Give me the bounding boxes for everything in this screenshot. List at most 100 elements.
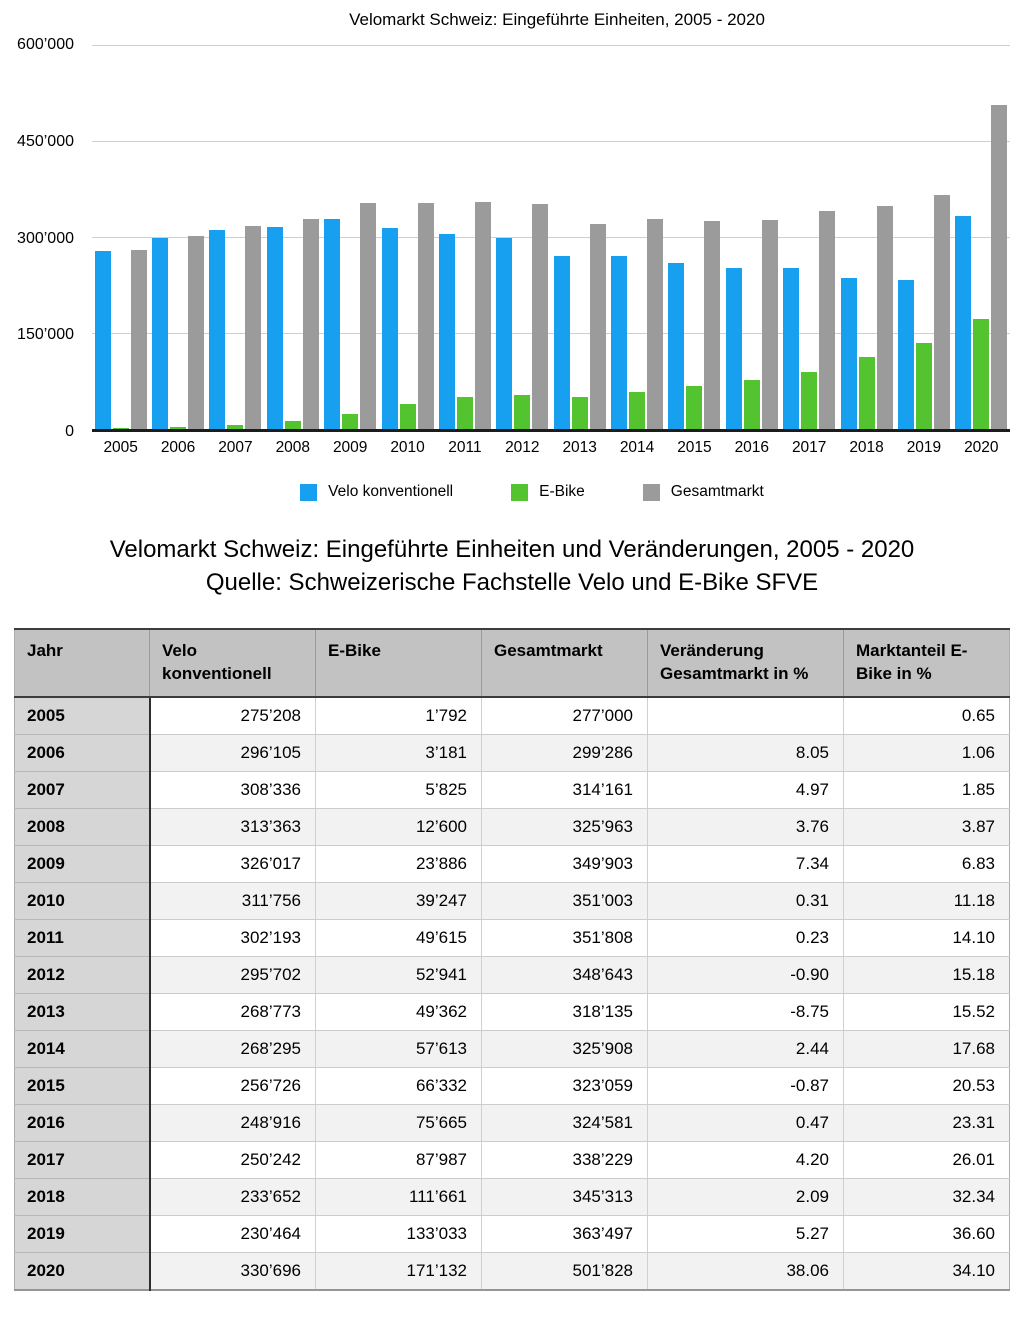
- value-cell: 57’613: [315, 1030, 482, 1068]
- value-cell: 1’792: [315, 696, 482, 735]
- bar-velo-konventionell-2008: [266, 227, 283, 429]
- table-row-2011: 2011 302’193 49’615 351’808 0.23 14.10: [14, 919, 1010, 957]
- value-cell: 4.20: [647, 1141, 844, 1179]
- x-axis-label-2018: 2018: [849, 439, 884, 456]
- value-cell: 2.44: [647, 1030, 844, 1068]
- x-axis-label-2016: 2016: [734, 439, 770, 456]
- bar-velo-konventionell-2016: [725, 268, 742, 429]
- bar-group-2019: [895, 45, 952, 429]
- bar-e-bike-2019: [915, 343, 932, 429]
- value-cell: 23’886: [315, 845, 482, 883]
- bar-chart: 0 150’000 300’000 450’000 600’000 2005 2006 20…: [0, 36, 1024, 457]
- legend-label-velo-konventionell: Velo konventionell: [328, 483, 454, 500]
- bar-e-bike-2009: [342, 414, 359, 429]
- value-cell: [647, 696, 844, 735]
- y-axis-tick: 150’000: [17, 326, 74, 344]
- value-cell: 5.27: [647, 1215, 844, 1253]
- year-cell-2020: 2020: [14, 1252, 151, 1291]
- value-cell: 248’916: [149, 1104, 316, 1142]
- value-cell: 338’229: [481, 1141, 648, 1179]
- value-cell: 318’135: [481, 993, 648, 1031]
- value-cell: 313’363: [149, 808, 316, 846]
- plot-column: 2005 2006 2007 2008 2009 2010 2011 2012 2013 2014…: [92, 45, 1010, 457]
- bar-group-2013: [551, 45, 608, 429]
- bar-velo-konventionell-2006: [152, 238, 169, 429]
- header-cell-marktanteil-e-bike-in-: Marktanteil E-Bike in %: [843, 629, 1010, 698]
- value-cell: 14.10: [843, 919, 1010, 957]
- value-cell: 311’756: [149, 882, 316, 920]
- value-cell: 75’665: [315, 1104, 482, 1142]
- value-cell: 351’808: [481, 919, 648, 957]
- bar-group-2006: [149, 45, 206, 429]
- bar-group-2015: [666, 45, 723, 429]
- value-cell: 12’600: [315, 808, 482, 846]
- year-cell-2007: 2007: [14, 771, 151, 809]
- value-cell: 351’003: [481, 882, 648, 920]
- table-section-title-line1: Velomarkt Schweiz: Eingeführte Einheiten…: [109, 536, 915, 563]
- value-cell: 308’336: [149, 771, 316, 809]
- table-row-2006: 2006 296’105 3’181 299’286 8.05 1.06: [14, 734, 1010, 772]
- table-row-2009: 2009 326’017 23’886 349’903 7.34 6.83: [14, 845, 1010, 883]
- value-cell: 349’903: [481, 845, 648, 883]
- value-cell: 325’963: [481, 808, 648, 846]
- x-axis-label-2014: 2014: [619, 439, 655, 456]
- bar-velo-konventionell-2018: [840, 278, 857, 429]
- value-cell: 0.31: [647, 882, 844, 920]
- plot-area: [92, 45, 1010, 432]
- legend-item-velo-konventionell: Velo konventionell: [300, 483, 453, 501]
- year-cell-2018: 2018: [14, 1178, 151, 1216]
- value-cell: 325’908: [481, 1030, 648, 1068]
- table-row-2007: 2007 308’336 5’825 314’161 4.97 1.85: [14, 771, 1010, 809]
- bar-group-2020: [953, 45, 1010, 429]
- value-cell: 0.65: [843, 696, 1010, 735]
- value-cell: 133’033: [315, 1215, 482, 1253]
- bar-gesamtmarkt-2011: [474, 202, 491, 429]
- bar-e-bike-2011: [456, 397, 473, 429]
- value-cell: 250’242: [149, 1141, 316, 1179]
- x-axis-label-2006: 2006: [160, 439, 196, 456]
- value-cell: 23.31: [843, 1104, 1010, 1142]
- value-cell: 2.09: [647, 1178, 844, 1216]
- data-table: Jahr Velo konventionell E-Bike Gesamtmarkt V…: [14, 628, 1010, 1291]
- year-cell-2011: 2011: [14, 919, 151, 957]
- table-row-2016: 2016 248’916 75’665 324’581 0.47 23.31: [14, 1104, 1010, 1142]
- bar-group-2016: [723, 45, 780, 429]
- table-row-2008: 2008 313’363 12’600 325’963 3.76 3.87: [14, 808, 1010, 846]
- year-cell-2009: 2009: [14, 845, 151, 883]
- value-cell: 111’661: [315, 1178, 482, 1216]
- value-cell: 34.10: [843, 1252, 1010, 1291]
- value-cell: 277’000: [481, 696, 648, 735]
- value-cell: 295’702: [149, 956, 316, 994]
- gridline: [92, 141, 1010, 142]
- value-cell: -0.87: [647, 1067, 844, 1105]
- value-cell: 323’059: [481, 1067, 648, 1105]
- value-cell: 3.87: [843, 808, 1010, 846]
- bar-gesamtmarkt-2010: [417, 203, 434, 429]
- bar-velo-konventionell-2011: [438, 234, 455, 429]
- value-cell: 52’941: [315, 956, 482, 994]
- value-cell: 4.97: [647, 771, 844, 809]
- bar-e-bike-2016: [743, 380, 760, 429]
- value-cell: 302’193: [149, 919, 316, 957]
- value-cell: -0.90: [647, 956, 844, 994]
- legend-swatch-velo-konventionell-icon: [300, 483, 318, 501]
- bar-e-bike-2010: [399, 404, 416, 429]
- legend: Velo konventionell E-Bike Gesamtmarkt: [0, 483, 1024, 501]
- value-cell: 268’295: [149, 1030, 316, 1068]
- value-cell: -8.75: [647, 993, 844, 1031]
- bar-group-2008: [264, 45, 321, 429]
- bar-e-bike-2018: [858, 357, 875, 429]
- year-cell-2010: 2010: [14, 882, 151, 920]
- header-cell-jahr: Jahr: [14, 629, 150, 698]
- bar-gesamtmarkt-2007: [245, 226, 262, 429]
- bar-group-2005: [92, 45, 149, 429]
- value-cell: 49’615: [315, 919, 482, 957]
- value-cell: 348’643: [481, 956, 648, 994]
- table-section-title-line2: Quelle: Schweizerische Fachstelle Velo u…: [205, 569, 819, 596]
- header-cell-e-bike: E-Bike: [315, 629, 482, 698]
- bar-gesamtmarkt-2012: [532, 204, 549, 429]
- bar-group-2011: [436, 45, 493, 429]
- table-row-2020: 2020 330’696 171’132 501’828 38.06 34.10: [14, 1252, 1010, 1291]
- bar-velo-konventionell-2012: [496, 238, 513, 429]
- value-cell: 8.05: [647, 734, 844, 772]
